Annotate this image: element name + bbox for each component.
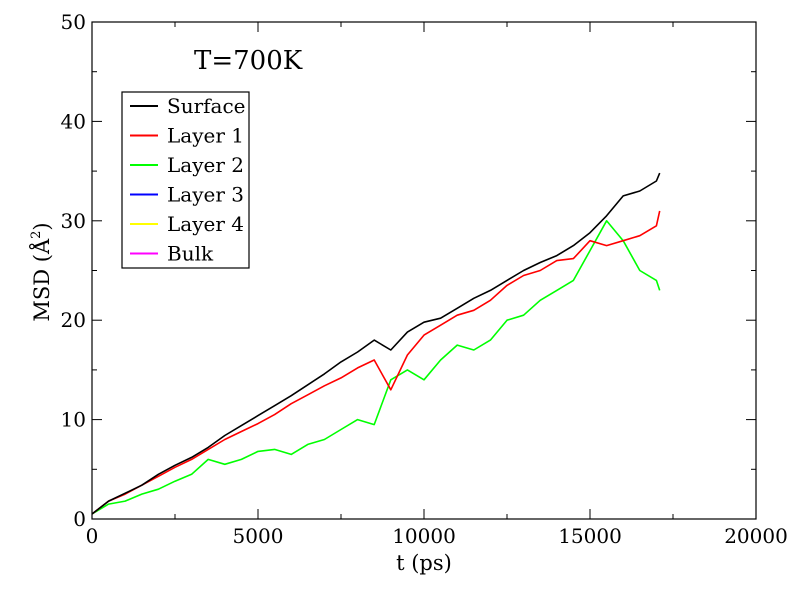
y-tick-label: 40 <box>61 109 86 133</box>
legend: Surface Layer 1 Layer 2 Layer 3 Layer 4 Bulk <box>121 91 250 269</box>
y-axis-label-main: MSD ( <box>30 254 54 322</box>
series-line-layer-2 <box>91 220 661 515</box>
y-tick-label: 20 <box>61 308 86 332</box>
y-tick-label: 10 <box>61 408 86 432</box>
legend-box <box>121 91 250 269</box>
series-line-layer-1 <box>91 210 661 515</box>
x-tick-label: 5000 <box>233 524 284 548</box>
y-axis-label: MSD (Å2) <box>29 222 54 321</box>
y-tick-label: 30 <box>61 209 86 233</box>
y-axis-label-close: ) <box>30 222 54 230</box>
legend-label-layer-2: Layer 2 <box>167 153 244 177</box>
y-axis-label-sup: 2 <box>29 231 44 239</box>
legend-label-layer-4: Layer 4 <box>167 212 244 236</box>
series-line-surface <box>91 172 661 515</box>
series-layer <box>91 172 661 515</box>
y-tick-label: 50 <box>61 10 86 34</box>
ticks-layer: 0 5000 10000 15000 20000 0 10 20 30 40 50 <box>61 10 788 548</box>
x-tick-label: 15000 <box>558 524 622 548</box>
x-tick-label: 10000 <box>392 524 456 548</box>
y-axis-label-unit: Å <box>29 238 54 255</box>
x-tick-label: 20000 <box>724 524 788 548</box>
x-tick-label: 0 <box>86 524 99 548</box>
y-tick-label: 0 <box>73 507 86 531</box>
temperature-annotation: T=700K <box>194 46 303 76</box>
x-axis-label: t (ps) <box>396 551 452 575</box>
legend-label-bulk: Bulk <box>167 242 214 266</box>
legend-label-surface: Surface <box>167 94 246 118</box>
legend-label-layer-3: Layer 3 <box>167 183 244 207</box>
legend-label-layer-1: Layer 1 <box>167 124 244 148</box>
